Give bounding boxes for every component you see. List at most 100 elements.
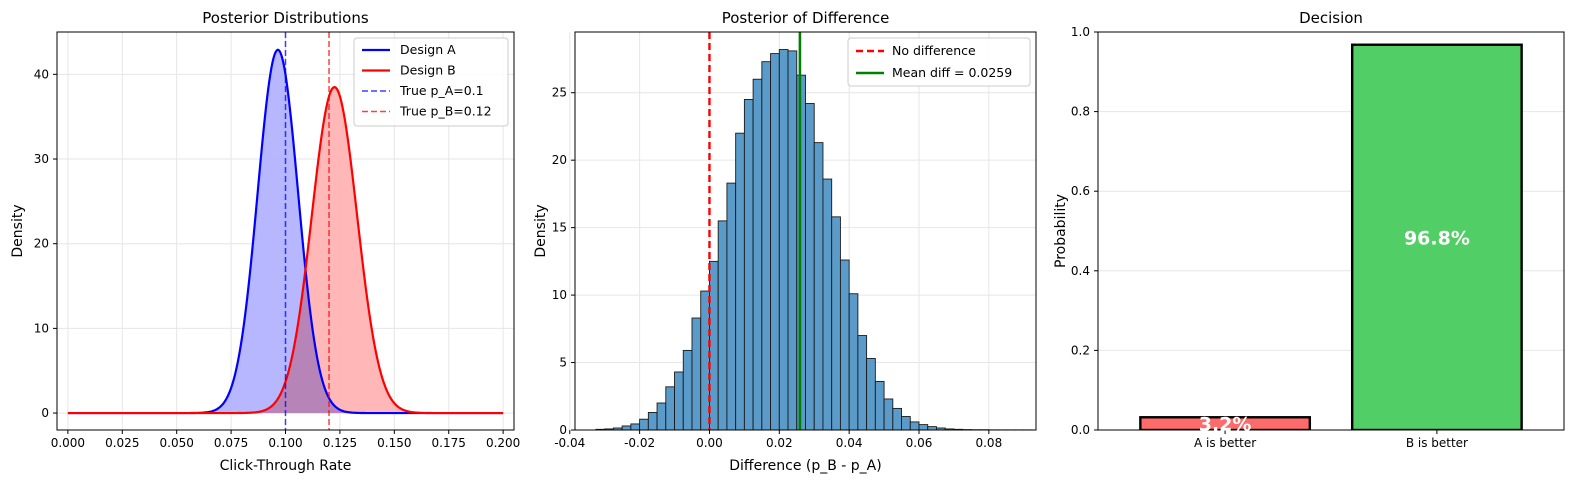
x-tick-label: 0.175 — [432, 436, 466, 450]
posterior-difference-panel: Posterior of Difference Difference (p_B … — [533, 9, 1037, 474]
histogram-bar — [656, 402, 667, 430]
histogram-bar — [743, 99, 754, 430]
histogram-bar — [822, 178, 833, 430]
x-tick-label: B is better — [1406, 436, 1468, 450]
legend-label: No difference — [892, 43, 976, 58]
x-tick-label: -0.02 — [624, 436, 655, 450]
y-tick-label: 0.6 — [1071, 184, 1090, 198]
y-tick-label: 0 — [559, 423, 567, 437]
histogram-bar — [665, 386, 675, 430]
y-tick-label: 0.2 — [1071, 343, 1090, 357]
histogram-bar — [778, 49, 789, 430]
y-tick-label: 0.8 — [1071, 105, 1090, 119]
panel3-ticks: 0.0 0.2 0.4 0.6 0.8 1.0 A is better B is better — [1071, 25, 1468, 450]
histogram-bar — [717, 220, 728, 430]
panel2-frame — [574, 31, 1037, 431]
histogram-bar — [709, 260, 719, 430]
panel2-ticks: -0.04 -0.02 0.00 0.02 0.04 0.06 0.08 0 5 10 15 20 25 — [552, 86, 1002, 450]
density-curve-b — [67, 85, 504, 415]
legend-label: True p_A=0.1 — [399, 83, 484, 98]
histogram-bar — [674, 371, 684, 430]
histogram-bar — [630, 423, 641, 430]
panel3-data-labels: 3.2% 96.8% — [1199, 227, 1470, 435]
panel3-frame — [1097, 31, 1565, 431]
bar-data-label: 96.8% — [1404, 227, 1470, 249]
x-tick-label: 0.04 — [836, 436, 863, 450]
histogram-bar — [770, 53, 780, 430]
histogram-bar — [726, 182, 737, 430]
histogram-bar — [805, 103, 815, 430]
x-tick-label: A is better — [1194, 436, 1256, 450]
x-tick-label: 0.00 — [696, 436, 723, 450]
histogram-bar — [892, 407, 902, 430]
y-tick-label: 10 — [34, 321, 49, 335]
histogram-bar — [839, 259, 850, 430]
histogram-bar — [909, 421, 920, 430]
y-tick-label: 30 — [34, 152, 49, 166]
histogram-bar — [752, 78, 763, 430]
x-tick-label: 0.02 — [766, 436, 793, 450]
y-tick-label: 10 — [552, 288, 567, 302]
x-tick-label: 0.200 — [486, 436, 520, 450]
histogram-bar — [691, 317, 702, 430]
histogram-bar — [647, 412, 658, 430]
x-tick-label: 0.150 — [377, 436, 411, 450]
histogram-bar — [813, 142, 824, 430]
histogram-bar — [831, 216, 841, 430]
histogram-bar — [874, 380, 885, 430]
y-tick-label: 15 — [552, 221, 567, 235]
y-tick-label: 0.4 — [1071, 264, 1090, 278]
panel1-legend: Design A Design B True p_A=0.1 True p_B=0.1… — [353, 37, 509, 127]
y-tick-label: 0.0 — [1071, 423, 1090, 437]
histogram-bar — [901, 416, 911, 430]
decision-bar-b — [1350, 43, 1523, 430]
panel2-title: Posterior of Difference — [722, 9, 890, 27]
histogram-bar — [787, 50, 798, 430]
histogram-bar — [883, 398, 894, 430]
histogram-bar — [735, 132, 745, 430]
panel1-ticks: 0.000 0.025 0.050 0.075 0.100 0.125 0.150 0.175… — [34, 67, 521, 450]
histogram-bar — [700, 290, 710, 430]
x-tick-label: -0.04 — [554, 436, 585, 450]
y-tick-label: 1.0 — [1071, 25, 1090, 39]
panel1-frame — [56, 31, 515, 431]
panel2-ylabel: Density — [533, 204, 549, 257]
decision-panel: Decision Probability 0.0 0.2 0.4 0.6 0.8 1.0 A… — [1053, 9, 1565, 450]
legend-label: Design A — [400, 42, 456, 57]
histogram-bar — [918, 424, 929, 430]
bar-data-label: 3.2% — [1199, 414, 1252, 436]
x-tick-label: 0.050 — [160, 436, 194, 450]
x-tick-label: 0.100 — [268, 436, 302, 450]
histogram-bar — [761, 61, 772, 430]
x-tick-label: 0.125 — [323, 436, 357, 450]
y-tick-label: 20 — [552, 153, 567, 167]
legend-label: Mean diff = 0.0259 — [892, 65, 1012, 80]
y-tick-label: 5 — [559, 356, 567, 370]
y-tick-label: 25 — [552, 86, 567, 100]
x-tick-label: 0.08 — [975, 436, 1002, 450]
panel1-plot-area — [67, 32, 504, 430]
panel3-title: Decision — [1299, 9, 1363, 27]
legend-label: True p_B=0.12 — [399, 104, 492, 119]
panel3-plot-area — [1139, 43, 1523, 430]
panel1-title: Posterior Distributions — [202, 9, 369, 27]
panel1-ylabel: Density — [10, 204, 26, 257]
legend-box — [847, 37, 1031, 87]
panel2-legend: No difference Mean diff = 0.0259 — [847, 37, 1031, 87]
histogram-bar — [621, 425, 632, 430]
histogram-bar — [848, 293, 859, 430]
histogram-bar — [866, 358, 876, 430]
x-tick-label: 0.000 — [51, 436, 85, 450]
panel3-ylabel: Probability — [1053, 194, 1069, 268]
y-tick-label: 0 — [41, 406, 49, 420]
histogram-bar — [682, 349, 693, 430]
x-tick-label: 0.075 — [214, 436, 248, 450]
x-tick-label: 0.025 — [105, 436, 139, 450]
y-tick-label: 20 — [34, 237, 49, 251]
y-tick-label: 40 — [34, 67, 49, 81]
posterior-distributions-panel: Posterior Distributions Click-Through Ra… — [10, 9, 520, 474]
legend-label: Design B — [400, 63, 456, 78]
x-tick-label: 0.06 — [906, 436, 933, 450]
panel2-xlabel: Difference (p_B - p_A) — [729, 458, 881, 474]
